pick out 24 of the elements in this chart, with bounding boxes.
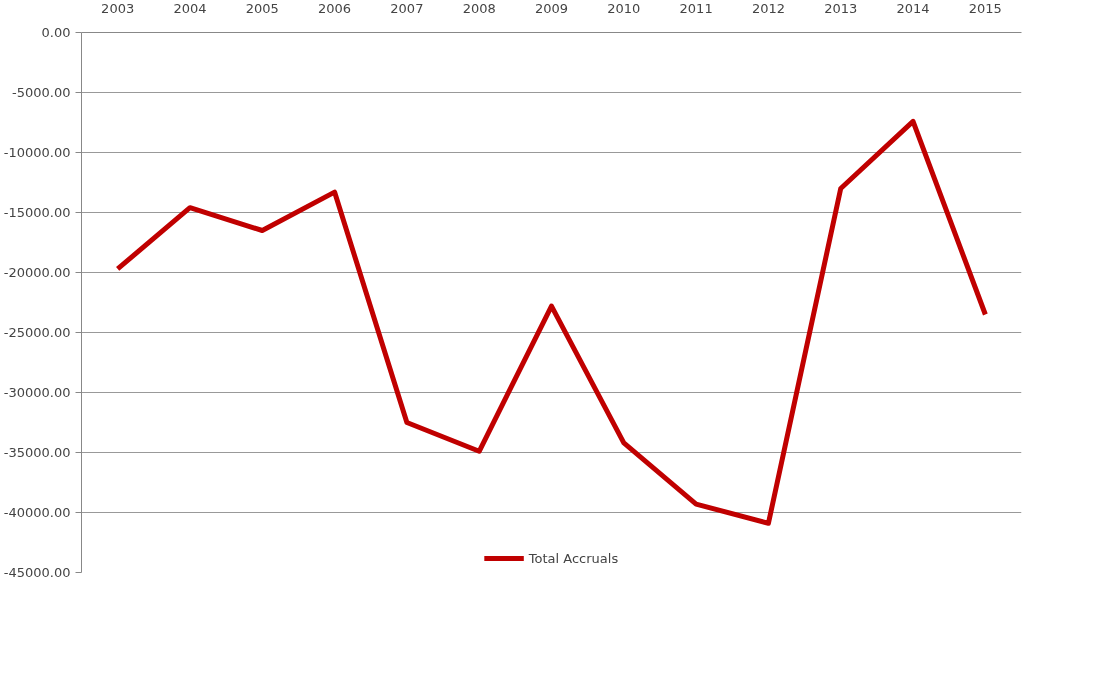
x-tick-label: 2005 xyxy=(245,0,279,16)
y-tick-label: -10000.00 xyxy=(3,145,71,160)
y-tick-label: -15000.00 xyxy=(3,205,71,220)
x-tick-label: 2013 xyxy=(824,0,858,16)
x-tick-label: 2012 xyxy=(751,0,785,16)
x-tick-label: 2014 xyxy=(896,0,930,16)
y-tick-label: -25000.00 xyxy=(3,325,71,340)
y-tick-label: -35000.00 xyxy=(3,445,71,460)
y-tick-label: -45000.00 xyxy=(3,565,71,580)
y-tick-label: -30000.00 xyxy=(3,385,71,400)
x-tick-label: 2009 xyxy=(534,0,569,16)
y-tick-label: -40000.00 xyxy=(3,505,71,520)
x-tick-label: 2003 xyxy=(101,0,135,16)
x-tick-label: 2007 xyxy=(390,0,424,16)
x-tick-label: 2015 xyxy=(968,0,1002,16)
x-tick-label: 2011 xyxy=(679,0,713,16)
y-tick-label: -20000.00 xyxy=(3,265,71,280)
legend-label: Total Accruals xyxy=(528,550,619,566)
x-tick-label: 2008 xyxy=(462,0,496,16)
x-tick-label: 2004 xyxy=(173,0,207,16)
y-tick-label: 0.00 xyxy=(41,25,71,40)
y-tick-label: -5000.00 xyxy=(12,85,71,100)
x-tick-label: 2006 xyxy=(318,0,352,16)
x-tick-label: 2010 xyxy=(607,0,641,16)
